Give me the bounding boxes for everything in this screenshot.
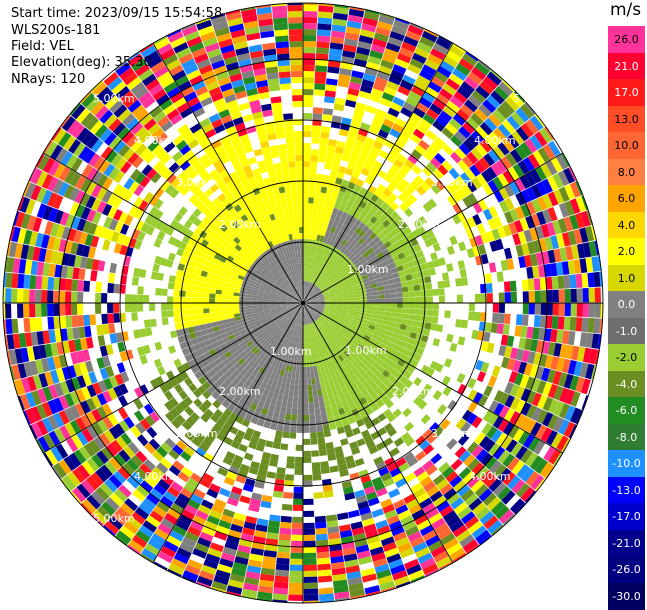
range-label-1-sw: 1.00km: [270, 345, 312, 358]
colorbar-segment: [608, 556, 645, 583]
colorbar: 26.0 21.0 17.0 13.0 10.0 8.0 6.0 4.0 2.0 1.0 0.0 -1…: [608, 0, 647, 610]
colorbar-segment: [608, 238, 645, 265]
colorbar-label: -10.0: [612, 457, 641, 470]
field-text: Field: VEL: [11, 39, 74, 54]
range-label-4-ne: 4.00km: [474, 134, 516, 147]
azimuth-spoke: [302, 42, 454, 304]
colorbar-segment: [608, 211, 645, 239]
colorbar-segment: [608, 503, 645, 530]
azimuth-spoke: [42, 152, 304, 304]
range-label-2-sw: 2.00km: [219, 385, 261, 398]
colorbar-label: 0.0: [617, 298, 636, 311]
colorbar-segment: [608, 397, 645, 424]
colorbar-label: 10.0: [614, 139, 639, 152]
azimuth-spoke: [152, 42, 304, 304]
elevation-text: Elevation(deg): 35.30: [11, 55, 152, 70]
colorbar-label: -21.0: [612, 536, 641, 550]
range-label-5-nw: 5.00km: [93, 92, 135, 105]
azimuth-spoke: [152, 302, 304, 564]
colorbar-segment: [608, 423, 645, 451]
range-label-2-nw: 2.00km: [219, 218, 261, 231]
colorbar-segment: [608, 450, 645, 477]
range-label-1-ne: 1.00km: [347, 263, 389, 276]
colorbar-label: 1.0: [617, 271, 636, 285]
colorbar-label: 4.0: [617, 218, 636, 232]
start-time-text: Start time: 2023/09/15 15:54:58: [11, 6, 223, 21]
colorbar-label: -4.0: [615, 377, 638, 391]
nrays-text: NRays: 120: [11, 72, 86, 87]
range-label-5-sw: 5.00km: [93, 512, 135, 525]
ppi-scan: 1.00km 1.00km 1.00km 2.00km 2.00km 2.00k…: [2, 2, 604, 604]
colorbar-label: -13.0: [612, 483, 641, 497]
colorbar-segment: [608, 185, 645, 212]
colorbar-segment: [608, 105, 645, 133]
range-label-3-se: 3.00km: [431, 427, 473, 440]
colorbar-label: 13.0: [614, 112, 639, 126]
velocity-rays: [3, 3, 603, 603]
range-label-3-nw: 3.00km: [176, 176, 218, 189]
azimuth-spoke: [302, 152, 564, 304]
colorbar-segment: [608, 317, 645, 345]
colorbar-label: -26.0: [612, 563, 641, 576]
range-label-4-se: 4.00km: [469, 470, 511, 483]
colorbar-segment: [608, 264, 645, 292]
range-label-3-sw: 3.00km: [176, 427, 218, 440]
colorbar-segment: [608, 132, 645, 159]
colorbar-label: -2.0: [615, 351, 638, 364]
colorbar-label: -17.0: [612, 510, 641, 523]
colorbar-label: 17.0: [614, 86, 639, 99]
range-label-1-se: 1.00km: [345, 344, 387, 357]
colorbar-segment: [608, 158, 645, 186]
colorbar-segment: [608, 26, 645, 53]
colorbar-label: 8.0: [617, 165, 636, 179]
range-label-2-se: 2.00km: [392, 385, 434, 398]
colorbar-label: -6.0: [615, 404, 638, 417]
azimuth-spoke: [302, 302, 454, 564]
range-label-3-ne: 3.00km: [431, 176, 473, 189]
colorbar-segment: [608, 79, 645, 106]
colorbar-segment: [608, 52, 645, 80]
colorbar-segment: [608, 529, 645, 557]
colorbar-label: -8.0: [615, 430, 638, 444]
range-label-4-nw: 4.00km: [134, 134, 176, 147]
colorbar-segment: [608, 370, 645, 398]
colorbar-unit: m/s: [610, 0, 642, 20]
range-label-4-sw: 4.00km: [134, 470, 176, 483]
colorbar-segment: [608, 582, 645, 610]
range-label-2-ne: 2.00km: [398, 218, 440, 231]
colorbar-label: -1.0: [615, 324, 638, 338]
colorbar-segment: [608, 344, 645, 371]
colorbar-label: 21.0: [614, 59, 639, 73]
range-label-5-ne: 5.00km: [513, 92, 555, 105]
colorbar-label: -30.0: [612, 589, 641, 603]
colorbar-segment: [608, 291, 645, 318]
colorbar-label: 26.0: [614, 33, 639, 46]
colorbar-label: 2.0: [617, 245, 636, 258]
azimuth-spoke: [302, 302, 564, 454]
colorbar-label: 6.0: [617, 192, 636, 205]
station-text: WLS200s-181: [11, 23, 101, 38]
azimuth-spoke: [42, 302, 304, 454]
colorbar-segment: [608, 476, 645, 504]
azimuth-spokes: [3, 3, 603, 603]
